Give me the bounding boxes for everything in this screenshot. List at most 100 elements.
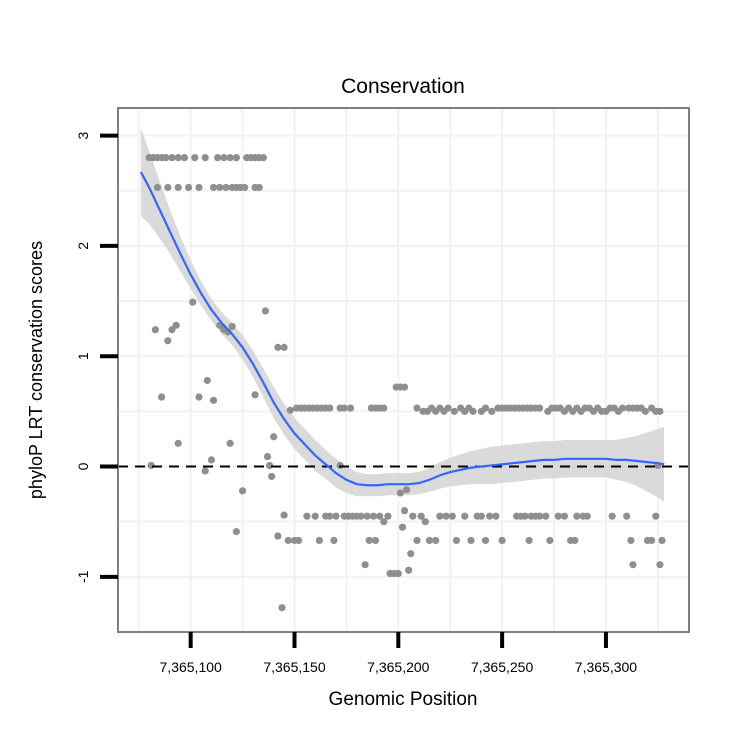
data-point — [365, 536, 373, 545]
data-point — [295, 536, 303, 545]
x-tick-label: 7,365,300 — [575, 659, 637, 675]
data-point — [226, 439, 234, 447]
data-point — [174, 439, 182, 447]
data-point — [280, 511, 288, 519]
data-point — [535, 512, 544, 520]
data-point — [403, 486, 411, 494]
data-point — [477, 512, 485, 520]
x-tick-label: 7,365,150 — [263, 659, 325, 675]
data-point — [303, 512, 311, 520]
data-point — [265, 461, 274, 470]
data-point — [201, 154, 209, 162]
data-point — [330, 536, 338, 545]
data-point — [361, 561, 369, 569]
data-point — [220, 154, 228, 162]
data-point — [656, 407, 664, 415]
data-point — [488, 407, 496, 415]
data-points-layer — [145, 154, 666, 612]
data-point — [618, 404, 627, 412]
y-tick-label: 1 — [75, 352, 91, 360]
data-point — [560, 512, 569, 520]
data-point — [380, 518, 388, 526]
data-point — [521, 512, 529, 520]
data-point — [228, 322, 236, 331]
data-point — [261, 307, 270, 315]
smooth-line-layer — [139, 171, 665, 487]
data-point — [461, 512, 469, 520]
y-tick-label: -1 — [75, 570, 91, 583]
data-point — [400, 383, 409, 391]
smooth-line — [139, 171, 665, 487]
data-point — [627, 536, 635, 545]
data-point — [413, 536, 421, 545]
y-axis-ticks: -1 0 1 2 3 — [75, 131, 118, 583]
data-point — [180, 154, 189, 162]
data-point — [442, 512, 450, 520]
data-point — [394, 569, 402, 578]
data-point — [405, 566, 413, 574]
data-point — [525, 536, 533, 545]
data-point — [326, 512, 334, 520]
data-point — [623, 512, 631, 520]
data-point — [448, 512, 456, 520]
data-point — [571, 536, 579, 545]
data-point — [207, 456, 216, 464]
data-point — [629, 561, 637, 569]
plot-frame — [117, 107, 690, 633]
y-axis-label: phyloP LRT conservation scores — [26, 241, 46, 499]
data-point — [274, 343, 282, 351]
x-axis-label: Genomic Position — [329, 689, 478, 710]
data-point — [384, 512, 392, 520]
data-point — [162, 154, 170, 162]
data-point — [280, 343, 288, 351]
data-point — [174, 183, 182, 192]
data-point — [407, 550, 415, 558]
data-point — [232, 528, 240, 536]
data-point — [332, 512, 340, 520]
data-point — [498, 536, 506, 545]
data-point — [226, 154, 234, 162]
data-point — [164, 337, 172, 345]
data-point — [259, 154, 267, 162]
data-point — [481, 404, 490, 412]
data-point — [357, 512, 365, 520]
data-point — [380, 404, 388, 412]
data-point — [421, 518, 429, 526]
data-point — [396, 489, 404, 497]
data-point — [153, 183, 162, 192]
data-point — [608, 512, 616, 520]
data-point — [251, 391, 259, 399]
data-point — [486, 512, 494, 520]
data-point — [409, 512, 417, 520]
data-point — [191, 154, 199, 162]
data-point — [216, 183, 224, 192]
data-point — [270, 433, 278, 441]
data-point — [315, 536, 324, 545]
data-point — [151, 326, 159, 334]
data-point — [658, 536, 666, 545]
confidence-band-layer — [140, 127, 665, 502]
x-tick-label: 7,365,250 — [471, 659, 533, 675]
data-point — [340, 404, 348, 412]
data-point — [238, 487, 247, 495]
data-point — [369, 512, 377, 520]
data-point — [174, 154, 182, 162]
data-point — [147, 461, 155, 470]
data-point — [209, 396, 218, 404]
data-point — [164, 183, 172, 192]
data-point — [263, 452, 272, 461]
data-point — [444, 404, 452, 412]
data-point — [241, 183, 249, 192]
data-point — [641, 407, 649, 415]
data-point — [417, 512, 425, 520]
data-point — [172, 321, 180, 329]
data-point — [398, 523, 407, 531]
data-point — [450, 407, 458, 415]
confidence-band — [140, 127, 665, 502]
data-point — [274, 532, 282, 540]
data-point — [413, 404, 421, 412]
data-point — [284, 536, 292, 545]
y-tick-label: 2 — [75, 242, 91, 250]
data-point — [542, 512, 550, 520]
